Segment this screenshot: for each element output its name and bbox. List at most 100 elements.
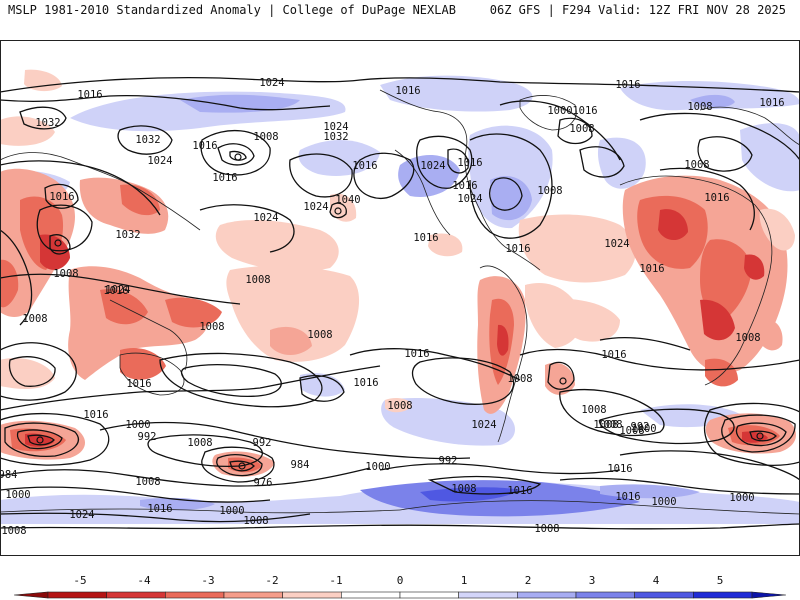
colorbar-swatch (517, 591, 577, 599)
isobar (416, 135, 473, 189)
isobar-label: 1008 (245, 274, 270, 286)
isobar (299, 375, 345, 402)
isobar-label: 1016 (607, 463, 632, 475)
isobar (180, 363, 282, 398)
isobar-label: 1000 (631, 423, 656, 435)
isobar-label: 976 (254, 477, 273, 489)
isobar-label: 1024 (471, 419, 496, 431)
isobar (469, 133, 553, 239)
isobar-label: 1000 (125, 419, 150, 431)
isobar (49, 234, 71, 255)
isobar-label: 1016 (505, 243, 530, 255)
isobar (447, 148, 469, 174)
colorbar-tick-label: -1 (329, 574, 342, 587)
isobar-label: 1008 (619, 425, 644, 437)
isobar-label: 1008 (253, 131, 278, 143)
coastline (109, 299, 188, 371)
isobar-label: 1016 (615, 79, 640, 91)
isobar (229, 460, 255, 472)
colorbar-tick-label: 4 (653, 574, 660, 587)
anomaly-area (380, 75, 533, 112)
isobar (0, 160, 161, 216)
isobar (559, 388, 665, 437)
colorbar-swatch (106, 591, 166, 599)
isobar-label: 1008 (597, 419, 622, 431)
isobar (229, 150, 247, 161)
anomaly-area (420, 487, 520, 502)
anomaly-area (758, 319, 783, 351)
colorbar-swatch (341, 591, 401, 599)
isobar (735, 422, 787, 447)
isobar (36, 204, 93, 252)
isobar (0, 512, 311, 523)
coastline (479, 265, 528, 443)
coastline (394, 149, 451, 236)
isobar-label: 1008 (53, 268, 78, 280)
isobar-label: 1008 (1, 525, 26, 537)
isobar-label: 1008 (593, 419, 618, 431)
anomaly-area (381, 398, 515, 446)
low-center-marker (238, 462, 246, 470)
coastline (379, 89, 541, 271)
anomaly-area (518, 214, 636, 283)
low-center-marker (36, 436, 44, 444)
isobar-label: 1016 (413, 232, 438, 244)
anomaly-area (360, 480, 640, 517)
anomaly-area (497, 324, 509, 356)
isobar-label: 1008 (307, 329, 332, 341)
isobar (0, 412, 110, 466)
map-title: MSLP 1981-2010 Standardized Anomaly | Co… (8, 3, 456, 17)
isobar-label: 1008 (581, 404, 606, 416)
colorbar-ticks: -5 -4 -3 -2 -1 0 1 2 3 4 5 (73, 574, 723, 587)
anomaly-area (0, 259, 19, 308)
isobar-label: 1000 (219, 505, 244, 517)
colorbar-tick-label: -3 (201, 574, 214, 587)
anomaly-area (298, 140, 380, 176)
anomaly-area (700, 299, 735, 341)
isobar-label: 1016 (452, 180, 477, 192)
isobar-label: 1016 (212, 172, 237, 184)
isobar-label: 1016 (639, 263, 664, 275)
anomaly-area (690, 94, 735, 108)
isobar (0, 523, 800, 530)
colorbar-tick-label: 1 (461, 574, 468, 587)
isobar (598, 408, 735, 445)
isobar (0, 467, 371, 487)
isobar (44, 183, 79, 209)
anomaly-area (600, 484, 700, 499)
isobar-label: 1024 (259, 77, 284, 89)
isobar (427, 475, 542, 495)
isobar-label: 1032 (323, 131, 348, 143)
isobar-label: 1000 (365, 461, 390, 473)
colorbar-tick-label: 3 (589, 574, 596, 587)
isobar (639, 112, 800, 161)
isobar (519, 348, 800, 371)
colorbar-tick-label: -4 (137, 574, 151, 587)
isobar (0, 76, 800, 93)
isobar (749, 430, 777, 442)
isobar (199, 204, 295, 253)
colorbar-tick-label: 5 (717, 574, 724, 587)
colorbar-swatch (282, 591, 342, 599)
isobar (200, 129, 271, 176)
isobar-label: 1024 (253, 212, 278, 224)
isobar (557, 117, 593, 145)
isobar-label: 1008 (507, 373, 532, 385)
isobar-label: 1024 (303, 201, 328, 213)
anomaly-area (540, 298, 620, 342)
isobar-label: 1008 (243, 515, 268, 527)
isobar-label: 1032 (135, 134, 160, 146)
isobar-label: 1008 (684, 159, 709, 171)
isobar (16, 429, 63, 450)
isobar-label: 1024 (69, 509, 94, 521)
isobar-label: 1024 (604, 238, 629, 250)
colorbar-swatch (458, 591, 518, 599)
coastline (0, 152, 201, 231)
isobar-label: 1016 (103, 285, 128, 297)
isobar-label: 1016 (704, 192, 729, 204)
anomaly-area (428, 233, 463, 257)
anomaly-area (215, 220, 339, 272)
anomaly-area (385, 398, 412, 413)
anomaly-area (759, 208, 795, 251)
